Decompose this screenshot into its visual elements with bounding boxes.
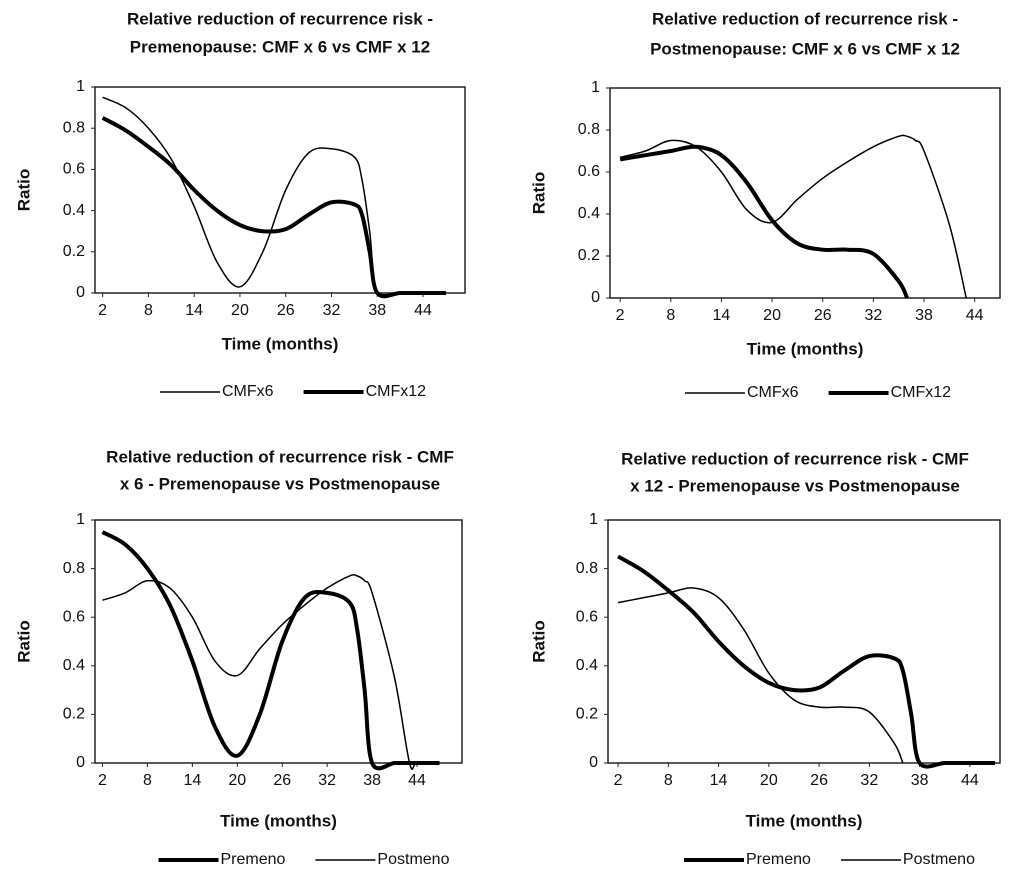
data-line bbox=[617, 554, 995, 769]
x-tick-label: 26 bbox=[277, 302, 295, 319]
chart-title: Relative reduction of recurrence risk - … bbox=[621, 449, 969, 468]
y-axis-label: Ratio bbox=[529, 172, 548, 215]
y-tick-label: 0 bbox=[591, 289, 600, 306]
y-tick-label: 0.2 bbox=[576, 706, 598, 723]
x-tick-label: 38 bbox=[911, 772, 929, 789]
y-tick-label: 0.6 bbox=[576, 608, 598, 625]
y-tick-label: 0.4 bbox=[576, 657, 598, 674]
y-tick-label: 1 bbox=[76, 511, 85, 528]
legend-label: CMFx6 bbox=[747, 384, 799, 401]
x-tick-label: 44 bbox=[414, 302, 432, 319]
plot-frame bbox=[94, 519, 463, 764]
legend-label: CMFx12 bbox=[366, 383, 427, 400]
x-tick-label: 2 bbox=[614, 772, 623, 789]
x-tick-label: 44 bbox=[408, 772, 426, 789]
x-axis-label: Time (months) bbox=[220, 811, 337, 830]
data-line bbox=[102, 96, 446, 299]
x-tick-label: 38 bbox=[363, 772, 381, 789]
x-tick-label: 32 bbox=[860, 772, 878, 789]
plot-frame bbox=[609, 87, 1001, 299]
plot-frame bbox=[607, 519, 1001, 764]
y-tick-label: 1 bbox=[589, 511, 598, 528]
x-tick-label: 2 bbox=[98, 772, 107, 789]
data-line bbox=[101, 530, 440, 771]
y-tick-label: 0.4 bbox=[63, 657, 85, 674]
y-tick-label: 0 bbox=[76, 754, 85, 771]
x-axis-label: Time (months) bbox=[747, 339, 864, 358]
y-tick-label: 1 bbox=[591, 79, 600, 96]
chart-title: Premenopause: CMF x 6 vs CMF x 12 bbox=[130, 37, 430, 56]
legend-label: CMFx6 bbox=[222, 383, 274, 400]
legend-label: Premeno bbox=[746, 851, 811, 868]
chart-title: Relative reduction of recurrence risk - … bbox=[106, 447, 454, 466]
chart-title: Postmenopause: CMF x 6 vs CMF x 12 bbox=[650, 39, 960, 58]
legend-label: CMFx12 bbox=[891, 384, 952, 401]
data-line bbox=[101, 116, 446, 299]
chart-title: Relative reduction of recurrence risk - bbox=[127, 9, 433, 28]
x-tick-label: 14 bbox=[710, 772, 728, 789]
x-tick-label: 14 bbox=[185, 302, 203, 319]
x-tick-label: 44 bbox=[966, 307, 984, 324]
x-tick-label: 38 bbox=[368, 302, 386, 319]
data-line bbox=[102, 574, 440, 770]
y-tick-label: 0 bbox=[589, 754, 598, 771]
y-tick-label: 0.4 bbox=[63, 202, 85, 219]
y-tick-label: 0.2 bbox=[63, 706, 85, 723]
y-tick-label: 0.6 bbox=[578, 163, 600, 180]
legend-label: Postmeno bbox=[903, 851, 975, 868]
data-line bbox=[619, 134, 967, 299]
y-tick-label: 0.8 bbox=[63, 119, 85, 136]
x-axis-label: Time (months) bbox=[222, 334, 339, 353]
chart-title: x 6 - Premenopause vs Postmenopause bbox=[120, 474, 440, 493]
x-tick-label: 8 bbox=[666, 307, 675, 324]
x-tick-label: 20 bbox=[760, 772, 778, 789]
x-tick-label: 8 bbox=[143, 772, 152, 789]
x-tick-label: 20 bbox=[763, 307, 781, 324]
x-tick-label: 26 bbox=[273, 772, 291, 789]
legend-label: Postmeno bbox=[377, 851, 449, 868]
y-tick-label: 0 bbox=[76, 284, 85, 301]
x-tick-label: 2 bbox=[616, 307, 625, 324]
y-axis-label: Ratio bbox=[529, 620, 548, 663]
x-tick-label: 44 bbox=[961, 772, 979, 789]
x-tick-label: 32 bbox=[323, 302, 341, 319]
x-tick-label: 32 bbox=[864, 307, 882, 324]
x-tick-label: 8 bbox=[144, 302, 153, 319]
y-tick-label: 0.6 bbox=[63, 608, 85, 625]
y-axis-label: Ratio bbox=[14, 169, 33, 212]
legend-label: Premeno bbox=[221, 851, 286, 868]
chart-title: Relative reduction of recurrence risk - bbox=[652, 9, 958, 28]
y-tick-label: 0.6 bbox=[63, 161, 85, 178]
x-tick-label: 38 bbox=[915, 307, 933, 324]
y-tick-label: 0.2 bbox=[578, 247, 600, 264]
x-tick-label: 26 bbox=[814, 307, 832, 324]
y-tick-label: 0.8 bbox=[63, 560, 85, 577]
data-line bbox=[619, 144, 909, 299]
y-tick-label: 0.2 bbox=[63, 243, 85, 260]
data-line bbox=[617, 587, 904, 764]
y-tick-label: 0.8 bbox=[578, 121, 600, 138]
y-tick-label: 0.8 bbox=[576, 560, 598, 577]
x-tick-label: 20 bbox=[231, 302, 249, 319]
x-tick-label: 8 bbox=[664, 772, 673, 789]
x-tick-label: 20 bbox=[228, 772, 246, 789]
x-tick-label: 26 bbox=[810, 772, 828, 789]
plot-frame bbox=[94, 86, 466, 294]
y-axis-label: Ratio bbox=[14, 620, 33, 663]
x-tick-label: 2 bbox=[98, 302, 107, 319]
x-tick-label: 14 bbox=[713, 307, 731, 324]
x-tick-label: 14 bbox=[183, 772, 201, 789]
x-axis-label: Time (months) bbox=[746, 811, 863, 830]
chart-title: x 12 - Premenopause vs Postmenopause bbox=[630, 476, 960, 495]
x-tick-label: 32 bbox=[318, 772, 336, 789]
y-tick-label: 1 bbox=[76, 78, 85, 95]
y-tick-label: 0.4 bbox=[578, 205, 600, 222]
